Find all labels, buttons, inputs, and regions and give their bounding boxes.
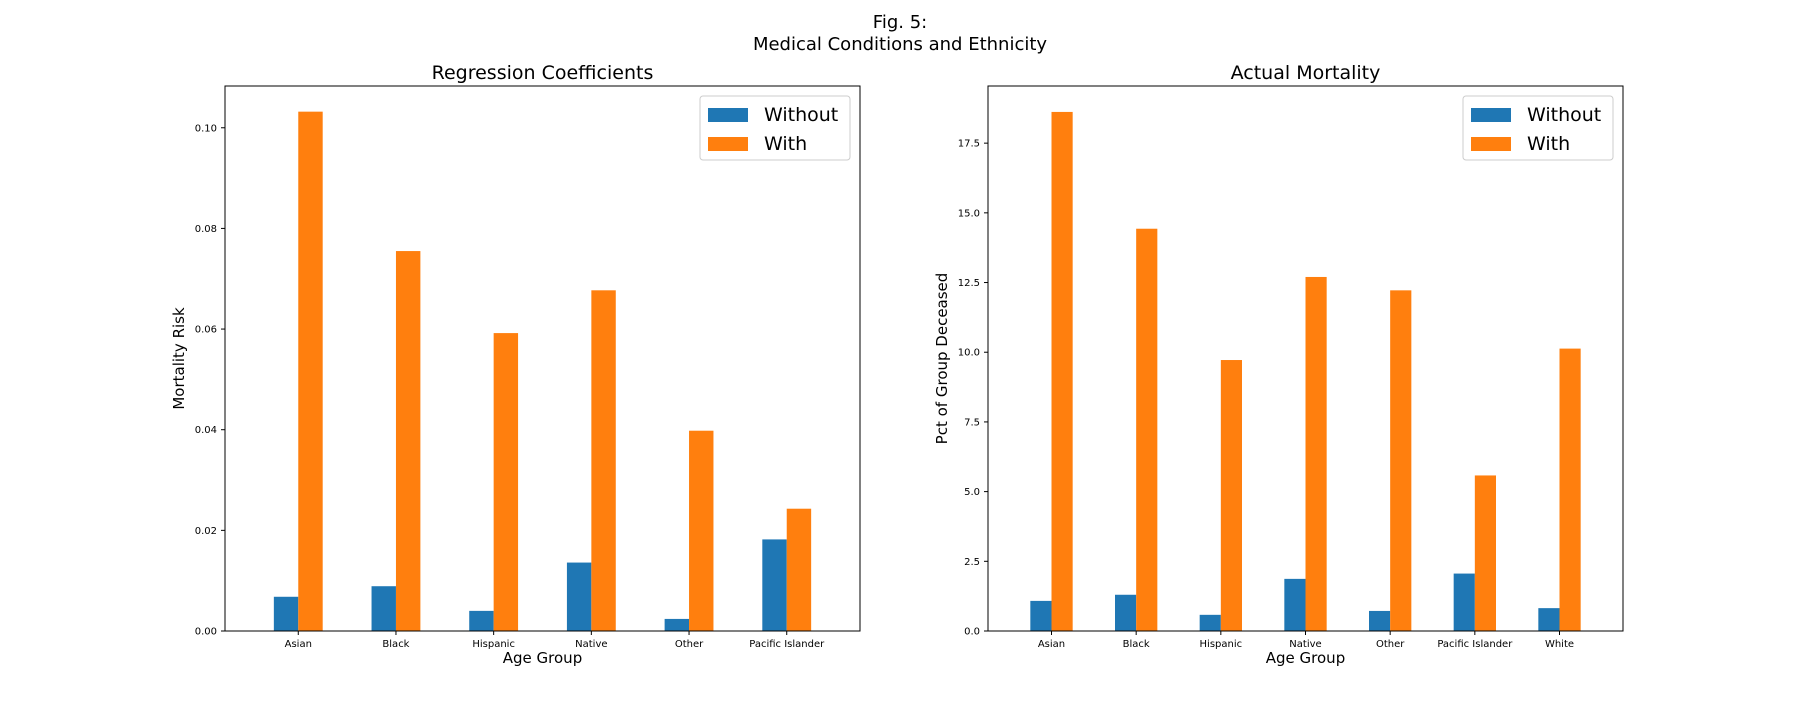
chart1-ytick-label: 7.5 [964, 417, 980, 428]
chart0-bar-without-hispanic [469, 610, 494, 631]
chart0-bar-without-other [664, 618, 690, 631]
chart1-bar-without-black [1115, 594, 1137, 631]
chart1-xtick-label-other: Other [1376, 639, 1405, 650]
chart0-bar-with-asian [298, 111, 323, 631]
figure-title-line1: Fig. 5: [873, 12, 927, 33]
chart1-bar-with-hispanic [1220, 360, 1242, 631]
chart0-xtick-label-hispanic: Hispanic [472, 639, 515, 650]
chart-actual-mortality: 0.0 2.5 5.0 7.5 10.0 12.5 15.0 17.5 Asian Black Hi… [933, 62, 1624, 667]
chart1-xtick-label-white: White [1545, 639, 1574, 650]
chart1-xlabel: Age Group [1266, 649, 1345, 667]
chart1-bar-without-other [1369, 610, 1391, 631]
chart1-legend-swatch-with [1471, 137, 1511, 151]
chart1-xtick-label-hispanic: Hispanic [1200, 639, 1243, 650]
chart0-ytick-label: 0.00 [195, 627, 217, 638]
chart0-bar-with-black [395, 251, 421, 631]
chart1-ylabel: Pct of Group Deceased [933, 273, 951, 445]
chart1-bar-without-native [1284, 578, 1306, 631]
chart1-bar-with-white [1559, 348, 1581, 631]
chart0-legend-label-with: With [764, 133, 807, 155]
chart0-legend-label-without: Without [764, 104, 838, 126]
chart0-ytick-label: 0.04 [195, 425, 217, 436]
chart1-bar-without-white [1538, 608, 1560, 631]
chart1-bar-without-hispanic [1199, 614, 1221, 631]
chart0-axes-frame [224, 85, 861, 632]
chart1-xtick-label-pacific-islander: Pacific Islander [1437, 639, 1513, 650]
chart1-bar-without-pacific-islander [1453, 573, 1475, 631]
chart0-bar-without-native [566, 562, 592, 631]
chart0-bar-without-asian [273, 596, 299, 631]
chart1-title: Actual Mortality [1231, 62, 1381, 84]
chart0-bar-with-native [591, 290, 616, 631]
chart0-bar-without-black [371, 586, 396, 631]
chart0-xtick-label-asian: Asian [285, 639, 312, 650]
chart1-bar-with-black [1136, 228, 1158, 632]
chart1-xtick-label-black: Black [1123, 639, 1150, 650]
chart1-legend-swatch-without [1471, 108, 1511, 122]
chart1-bar-without-asian [1030, 600, 1052, 631]
chart0-ytick-label: 0.02 [195, 526, 217, 537]
chart1-legend-label-with: With [1527, 133, 1570, 155]
chart1-ytick-label: 17.5 [958, 139, 980, 150]
chart0-bar-with-pacific-islander [786, 508, 812, 631]
chart0-legend-swatch-with [708, 137, 748, 151]
chart0-bar-with-hispanic [493, 333, 519, 631]
chart0-xtick-label-pacific-islander: Pacific Islander [749, 639, 825, 650]
chart0-ylabel: Mortality Risk [170, 307, 188, 410]
chart0-bar-with-other [689, 430, 714, 631]
chart1-bar-with-other [1390, 290, 1412, 631]
chart0-ytick-label: 0.08 [195, 224, 217, 235]
chart1-ytick-label: 12.5 [958, 278, 980, 289]
chart1-xtick-label-native: Native [1289, 639, 1321, 650]
chart1-ytick-label: 0.0 [964, 627, 980, 638]
chart0-xtick-label-other: Other [675, 639, 704, 650]
chart0-legend: Without With [699, 95, 851, 161]
figure-title-line2: Medical Conditions and Ethnicity [753, 34, 1047, 55]
chart0-title: Regression Coefficients [432, 62, 654, 84]
chart0-xtick-label-black: Black [382, 639, 409, 650]
chart1-ytick-label: 2.5 [964, 557, 980, 568]
chart0-legend-swatch-without [708, 108, 748, 122]
chart1-legend-label-without: Without [1527, 104, 1601, 126]
chart1-xtick-label-asian: Asian [1038, 639, 1065, 650]
chart1-ytick-label: 10.0 [958, 348, 980, 359]
chart1-bar-with-native [1305, 276, 1327, 631]
chart1-bar-with-asian [1051, 111, 1073, 632]
chart0-bar-without-pacific-islander [762, 539, 787, 631]
chart-regression-coefficients: 0.00 0.02 0.04 0.06 0.08 0.10 Asian Black Hispan… [170, 62, 861, 667]
chart1-ytick-label: 15.0 [958, 208, 980, 219]
chart1-legend: Without With [1462, 95, 1614, 161]
chart0-xtick-label-native: Native [575, 639, 607, 650]
chart1-ytick-label: 5.0 [964, 487, 980, 498]
chart0-ytick-label: 0.06 [195, 325, 217, 336]
chart1-bar-with-pacific-islander [1474, 475, 1496, 631]
chart0-xlabel: Age Group [503, 649, 582, 667]
chart0-ytick-label: 0.10 [195, 123, 217, 134]
